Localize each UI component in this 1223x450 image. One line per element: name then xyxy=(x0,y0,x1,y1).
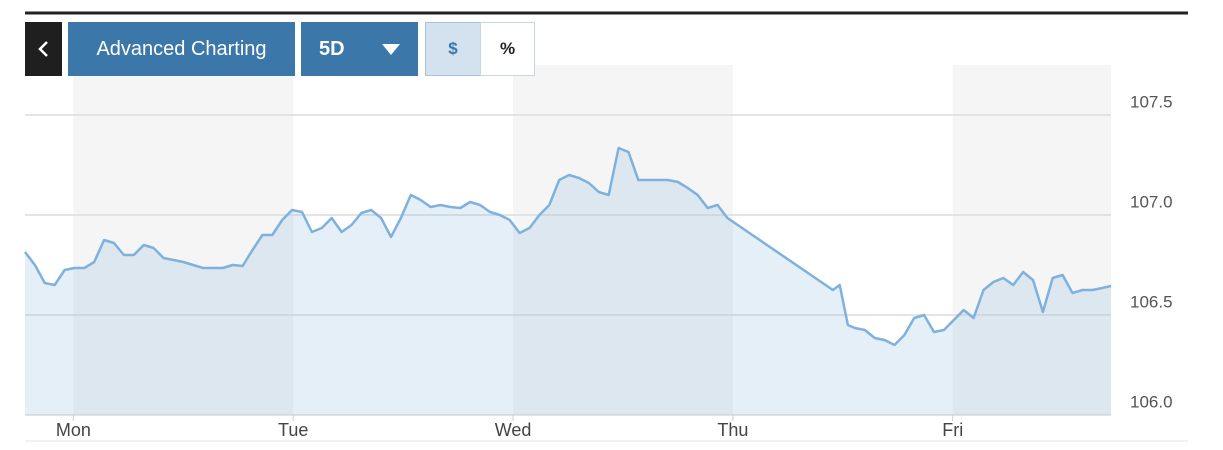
day-band xyxy=(73,65,294,415)
advanced-charting-button[interactable]: Advanced Charting xyxy=(68,22,295,76)
x-tick-label: Wed xyxy=(495,420,532,440)
range-dropdown[interactable]: 5D xyxy=(301,22,418,76)
line xyxy=(24,146,1112,347)
percent-toggle[interactable]: % xyxy=(480,22,535,76)
x-tick-label: Mon xyxy=(56,420,91,440)
x-tick-label: Thu xyxy=(717,420,748,440)
x-tick-label: Fri xyxy=(942,420,963,440)
back-button[interactable] xyxy=(25,22,62,76)
y-tick-label: 106.0 xyxy=(1130,392,1173,411)
toggle-label: $ xyxy=(448,39,458,58)
button-label: Advanced Charting xyxy=(96,37,267,60)
y-tick-label: 107.0 xyxy=(1130,192,1173,211)
toggle-label: % xyxy=(499,39,516,58)
back-icon xyxy=(37,41,48,57)
y-tick-label: 107.5 xyxy=(1130,92,1173,111)
day-band xyxy=(952,65,1111,415)
day-band xyxy=(513,65,733,415)
dropdown-arrow xyxy=(382,44,400,55)
range-label: 5D xyxy=(319,37,345,60)
currency-toggle[interactable]: $ xyxy=(425,22,481,76)
area xyxy=(25,148,1111,415)
y-tick-label: 106.5 xyxy=(1130,292,1173,311)
x-tick-label: Tue xyxy=(278,420,308,440)
